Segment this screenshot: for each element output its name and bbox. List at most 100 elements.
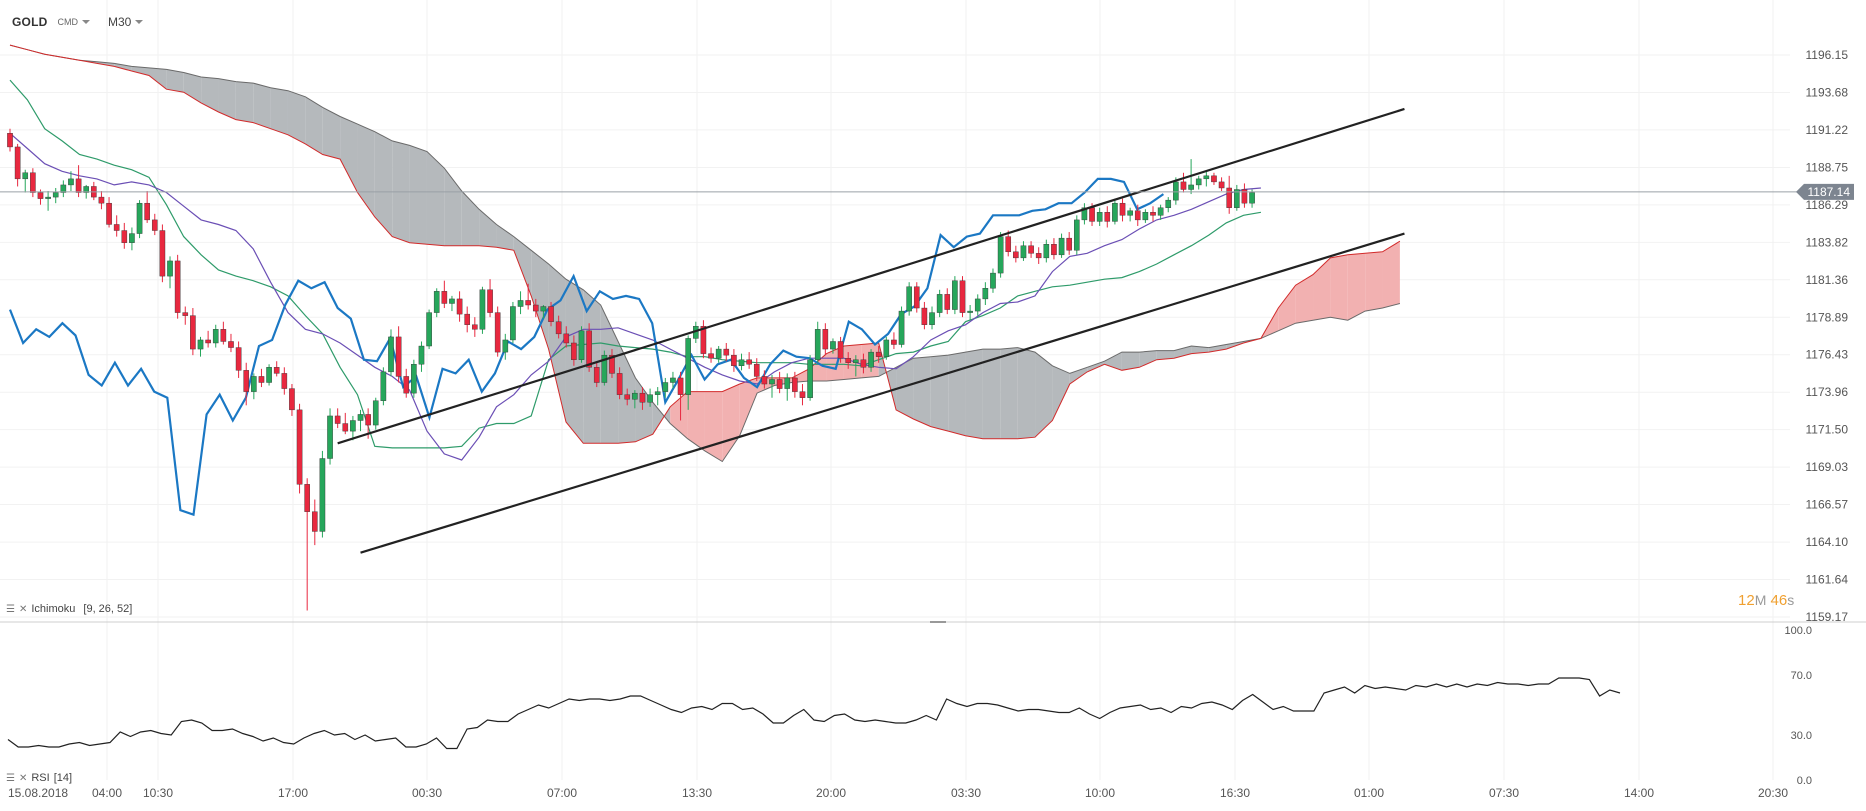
candle-body <box>464 313 471 325</box>
cloud-segment <box>739 377 758 436</box>
close-icon[interactable]: ✕ <box>18 603 28 615</box>
candle-body <box>1081 207 1088 221</box>
candle-body <box>1234 189 1240 208</box>
cloud-segment <box>305 96 323 155</box>
rsi-tick-label: 100.0 <box>1784 625 1812 637</box>
cloud-segment <box>948 352 966 436</box>
instrument-type-label: CMD <box>57 17 78 27</box>
candle-body <box>715 348 722 359</box>
candle-body <box>449 298 455 304</box>
candle-body <box>1066 237 1072 251</box>
cloud-segment <box>409 145 427 245</box>
candle-body <box>1226 187 1232 208</box>
cloud-segment <box>809 353 827 381</box>
candle-body <box>197 339 204 350</box>
candle-body <box>609 354 615 374</box>
symbol-label[interactable]: GOLD <box>12 15 48 29</box>
cloud-segment <box>1035 352 1053 438</box>
y-tick-label: 1178.89 <box>1806 310 1849 324</box>
cloud-segment <box>496 224 514 251</box>
candle-body <box>289 388 295 411</box>
rsi-tick-label: 30.0 <box>1791 730 1812 742</box>
candle-body <box>532 304 539 312</box>
y-tick-label: 1161.64 <box>1806 572 1849 586</box>
candle-body <box>731 354 737 366</box>
candle-body <box>997 236 1004 274</box>
candle-body <box>1104 212 1111 222</box>
candle-body <box>860 359 867 368</box>
candle-body <box>220 329 227 342</box>
candle-body <box>906 286 912 312</box>
cloud-segment <box>565 279 584 444</box>
trend-line <box>360 232 1405 554</box>
x-tick-label: 03:30 <box>951 786 981 800</box>
cloud-segment <box>131 66 149 76</box>
timeframe-dropdown[interactable]: M30 <box>108 15 144 29</box>
close-icon[interactable]: ✕ <box>18 772 28 784</box>
candle-body <box>136 202 143 234</box>
candle-body <box>129 233 135 243</box>
candle-body <box>753 364 760 377</box>
y-tick-label: 1173.96 <box>1806 385 1849 399</box>
candle-body <box>647 394 653 403</box>
candle-body <box>845 357 851 363</box>
rsi-line <box>7 677 1621 750</box>
cloud-segment <box>1174 346 1192 359</box>
candle-body <box>891 339 897 345</box>
y-tick-label: 1188.75 <box>1806 160 1849 174</box>
candle-body <box>776 379 783 389</box>
chart-toolbar: GOLD CMD M30 <box>12 12 144 32</box>
candle-body <box>502 339 509 353</box>
candle-body <box>853 359 859 363</box>
indicator-lines <box>8 79 1262 517</box>
list-icon[interactable]: ☰ <box>6 603 15 615</box>
candle-body <box>319 458 326 532</box>
cloud-segment <box>270 87 288 135</box>
candle-body <box>1089 207 1095 222</box>
candle-body <box>875 351 882 357</box>
ichimoku-legend[interactable]: ☰ ✕ Ichimoku [9, 26, 52] <box>6 603 132 615</box>
candle-body <box>350 420 356 432</box>
x-tick-label: 00:30 <box>412 786 442 800</box>
rsi-legend[interactable]: ☰ ✕ RSI [14] <box>6 772 72 784</box>
cloud-segment <box>1017 347 1036 439</box>
candle-body <box>1157 207 1164 216</box>
candle-body <box>266 367 272 383</box>
x-tick-label: 01:00 <box>1354 786 1384 800</box>
candle-body <box>14 146 21 180</box>
candle-body <box>52 192 59 198</box>
candle-body <box>1096 212 1103 222</box>
cloud-segment <box>965 349 983 439</box>
candle-body <box>921 307 928 325</box>
cloud-segment <box>1104 352 1122 371</box>
cloud-segment <box>444 168 462 246</box>
candle-body <box>1073 219 1080 251</box>
candle-body <box>586 330 592 368</box>
chevron-down-icon <box>135 20 144 24</box>
x-tick-label: 10:30 <box>143 786 173 800</box>
cloud-segment <box>287 90 306 144</box>
cloud-segment <box>235 81 254 123</box>
candle-body <box>1218 181 1225 189</box>
cloud-segment <box>218 78 236 120</box>
candle-body <box>472 324 478 330</box>
candle-body <box>106 202 112 225</box>
candle-body <box>944 294 951 310</box>
candle-body <box>433 291 440 313</box>
candle-body <box>982 288 989 300</box>
ichimoku-cloud <box>9 44 1401 463</box>
candle-body <box>1165 199 1172 208</box>
candle-body <box>1180 181 1187 190</box>
candle-body <box>441 291 448 304</box>
instrument-type-dropdown[interactable]: CMD <box>57 17 90 27</box>
timer-seconds: 46 <box>1770 592 1788 609</box>
candle-body <box>913 286 920 309</box>
candle-body <box>685 338 691 395</box>
candle-body <box>174 260 181 313</box>
y-tick-label: 1166.57 <box>1806 498 1849 512</box>
candle-body <box>616 373 623 395</box>
candle-body <box>510 306 516 341</box>
list-icon[interactable]: ☰ <box>6 772 15 784</box>
